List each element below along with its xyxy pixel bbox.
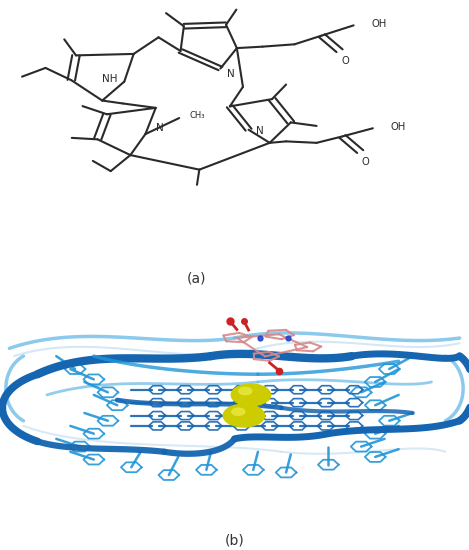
Text: O: O (341, 56, 349, 66)
Text: (b): (b) (225, 534, 244, 547)
Text: (a): (a) (187, 272, 207, 285)
Text: O: O (362, 157, 370, 167)
Circle shape (223, 404, 265, 427)
Circle shape (239, 387, 252, 395)
Text: N: N (227, 69, 234, 79)
Circle shape (231, 384, 271, 406)
Circle shape (232, 408, 245, 415)
Text: CH₃: CH₃ (189, 111, 205, 120)
Text: OH: OH (391, 122, 406, 132)
Text: N: N (156, 123, 163, 133)
Text: OH: OH (371, 19, 387, 29)
Text: NH: NH (101, 74, 117, 84)
Text: N: N (257, 126, 264, 136)
